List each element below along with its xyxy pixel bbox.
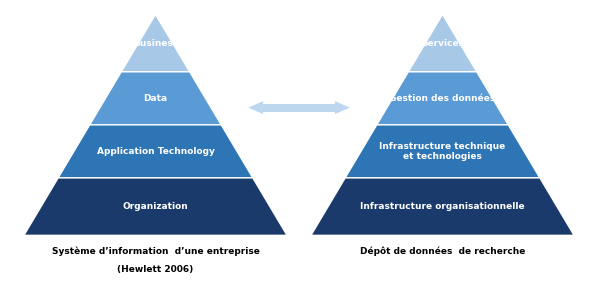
Polygon shape <box>58 125 253 178</box>
Text: Business: Business <box>133 38 178 48</box>
Text: Système d’information  d’une entreprise: Système d’information d’une entreprise <box>51 247 260 256</box>
Polygon shape <box>408 14 477 72</box>
Text: Infrastructure technique
et technologies: Infrastructure technique et technologies <box>379 142 506 161</box>
Text: Organization: Organization <box>123 202 188 211</box>
Polygon shape <box>335 101 350 114</box>
Polygon shape <box>263 104 335 112</box>
Polygon shape <box>121 14 190 72</box>
Text: (Hewlett 2006): (Hewlett 2006) <box>117 265 194 274</box>
Polygon shape <box>345 125 540 178</box>
Text: Gestion des données: Gestion des données <box>389 94 496 103</box>
Text: Infrastructure organisationnelle: Infrastructure organisationnelle <box>360 202 525 211</box>
Polygon shape <box>90 72 221 125</box>
Text: Application Technology: Application Technology <box>96 147 215 156</box>
Polygon shape <box>311 178 574 235</box>
Polygon shape <box>248 101 263 114</box>
Text: Data: Data <box>144 94 167 103</box>
Text: Dépôt de données  de recherche: Dépôt de données de recherche <box>360 247 525 256</box>
Polygon shape <box>377 72 508 125</box>
Text: Services: Services <box>421 38 464 48</box>
Polygon shape <box>24 178 287 235</box>
